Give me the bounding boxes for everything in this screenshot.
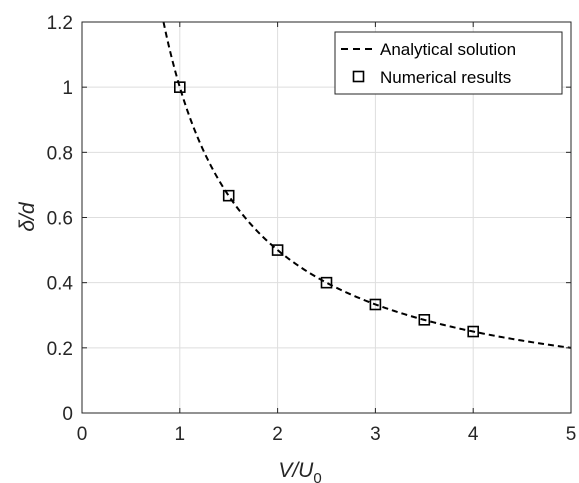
y-tick-label: 0.6	[47, 209, 73, 230]
legend-numerical-label: Numerical results	[380, 68, 511, 87]
analytical-solution-line	[162, 21, 572, 349]
legend-analytical-label: Analytical solution	[380, 40, 516, 59]
x-tick-label: 2	[272, 424, 283, 445]
ticks	[81, 21, 572, 414]
legend: Analytical solution Numerical results	[334, 31, 563, 95]
x-tick-label: 5	[566, 424, 577, 445]
x-tick-label: 4	[468, 424, 479, 445]
numerical-result-marker	[320, 276, 333, 289]
analytical-curve-layer	[162, 21, 572, 349]
grid	[81, 21, 572, 414]
x-axis-label-subscript: 0	[313, 470, 321, 483]
numerical-result-marker	[222, 189, 235, 202]
y-axis-label: δ/d	[16, 201, 39, 232]
x-tick-label: 3	[370, 424, 381, 445]
legend-numerical-swatch	[352, 70, 365, 83]
legend-box	[334, 31, 563, 95]
x-axis-label: V/U0	[278, 459, 321, 483]
y-tick-labels: 0 0.2 0.4 0.6 0.8 1 1.2	[47, 13, 74, 425]
y-tick-label: 0	[62, 404, 73, 425]
numerical-result-marker	[467, 325, 480, 338]
x-tick-label: 1	[175, 424, 186, 445]
y-tick-label: 1.2	[47, 13, 73, 34]
numerical-result-marker	[174, 81, 186, 93]
x-tick-labels: 0 1 2 3 4 5	[77, 424, 577, 445]
numerical-result-marker	[271, 244, 284, 256]
y-tick-label: 0.4	[47, 274, 74, 295]
y-tick-label: 1	[62, 78, 73, 99]
numerical-result-marker	[418, 314, 431, 326]
y-tick-label: 0.2	[47, 339, 73, 360]
y-tick-label: 0.8	[47, 143, 73, 164]
x-axis-label-base: V/U	[278, 459, 314, 482]
x-tick-label: 0	[77, 424, 88, 445]
numerical-markers-layer	[174, 81, 480, 338]
numerical-result-marker	[369, 298, 382, 311]
